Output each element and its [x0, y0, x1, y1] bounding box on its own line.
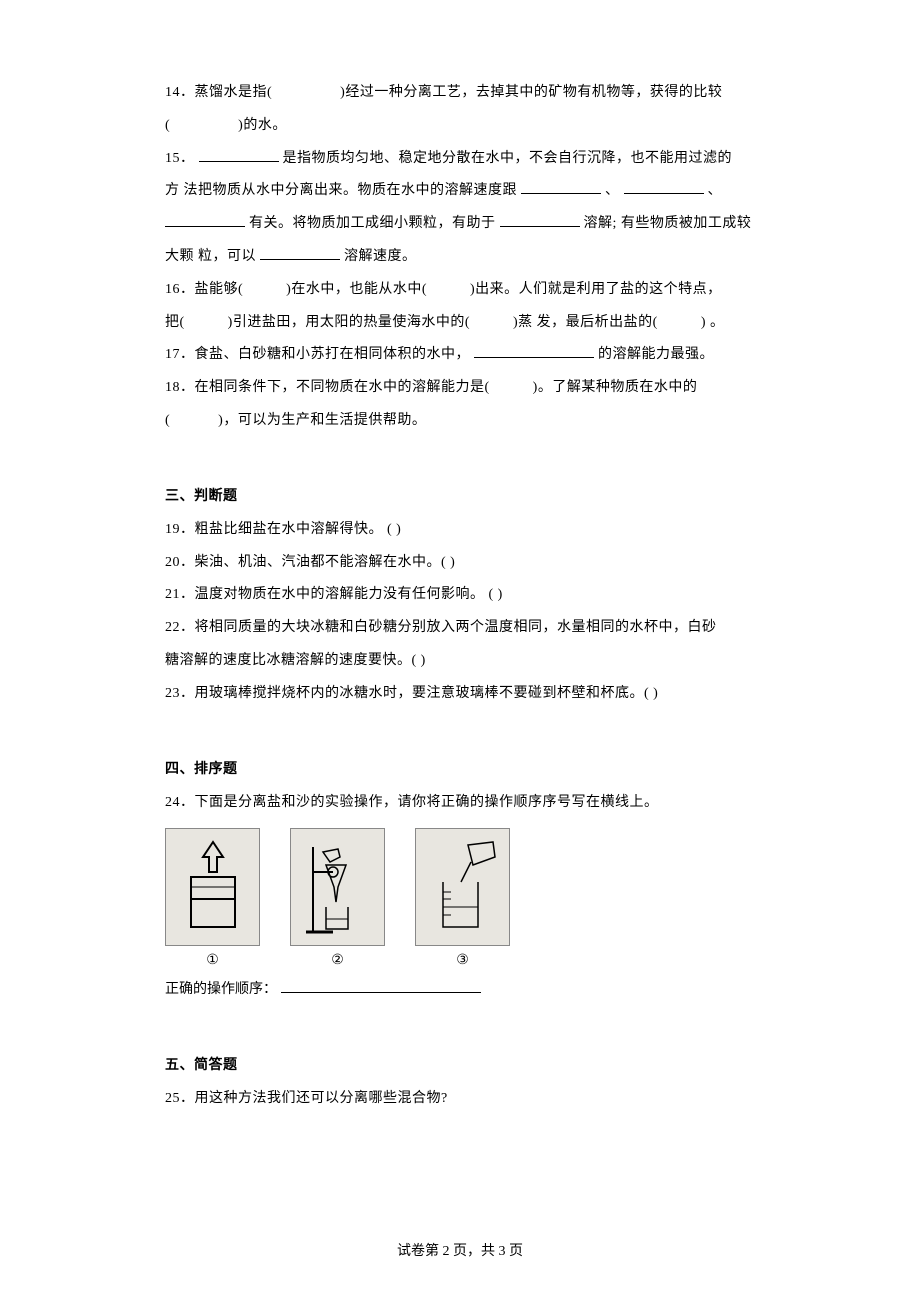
q15-text1: 15． — [165, 151, 195, 166]
q16-text5: )引进盐田，用太阳的热量使海水中的( — [228, 315, 470, 330]
blank-input[interactable] — [281, 992, 481, 993]
question-24: 24．下面是分离盐和沙的实验操作，请你将正确的操作顺序序号写在横线上。 — [165, 788, 770, 819]
q18-text1: 18．在相同条件下，不同物质在水中的溶解能力是( — [165, 380, 490, 395]
pouring-icon — [423, 837, 503, 937]
q17-text1: 17．食盐、白砂糖和小苏打在相同体积的水中， — [165, 347, 470, 362]
question-15-line2: 方 法把物质从水中分离出来。物质在水中的溶解速度跟 、 、 — [165, 176, 770, 207]
q15-text5: 、 — [708, 183, 723, 198]
q16-text2: )在水中，也能从水中( — [286, 282, 427, 297]
diagram-3: ③ — [415, 828, 510, 969]
q18-text2: )。了解某种物质在水中的 — [533, 380, 698, 395]
blank-input[interactable] — [474, 357, 594, 358]
blank-input[interactable] — [165, 226, 245, 227]
blank-input[interactable] — [260, 259, 340, 260]
q15-text6: 有关。将物质加工成细小颗粒，有助于 — [249, 216, 496, 231]
answer-order-line: 正确的操作顺序： — [165, 975, 770, 1006]
section-4-header: 四、排序题 — [165, 758, 770, 778]
question-14-line1: 14．蒸馏水是指( )经过一种分离工艺，去掉其中的矿物有机物等，获得的比较 — [165, 78, 770, 109]
blank-input[interactable] — [624, 193, 704, 194]
q15-text7: 溶解; 有些物质被加工成较 — [584, 216, 752, 231]
diagram-row: ① ② — [165, 828, 770, 969]
question-15-line1: 15． 是指物质均匀地、稳定地分散在水中，不会自行沉降，也不能用过滤的 — [165, 144, 770, 175]
q15-text4: 、 — [605, 183, 620, 198]
question-22-line2: 糖溶解的速度比冰糖溶解的速度要快。( ) — [165, 646, 770, 677]
diagram-2-label: ② — [331, 952, 344, 969]
diagram-3-label: ③ — [456, 952, 469, 969]
question-18-line2: ( )，可以为生产和生活提供帮助。 — [165, 406, 770, 437]
q18-text3: ( — [165, 413, 170, 428]
blank-input[interactable] — [521, 193, 601, 194]
q14-text1: 14．蒸馏水是指( — [165, 85, 272, 100]
q14-text3: ( — [165, 118, 170, 133]
q16-text6: )蒸 发，最后析出盐的( — [513, 315, 658, 330]
question-16-line1: 16．盐能够( )在水中，也能从水中( )出来。人们就是利用了盐的这个特点， — [165, 275, 770, 306]
question-22-line1: 22．将相同质量的大块冰糖和白砂糖分别放入两个温度相同，水量相同的水杯中，白砂 — [165, 613, 770, 644]
q18-text4: )，可以为生产和生活提供帮助。 — [218, 413, 426, 428]
q15-text8: 大颗 粒，可以 — [165, 249, 256, 264]
question-20: 20．柴油、机油、汽油都不能溶解在水中。( ) — [165, 548, 770, 579]
diagram-2-image — [290, 828, 385, 946]
diagram-1-label: ① — [206, 952, 219, 969]
diagram-1: ① — [165, 828, 260, 969]
q14-text4: )的水。 — [238, 118, 287, 133]
question-23: 23．用玻璃棒搅拌烧杯内的冰糖水时，要注意玻璃棒不要碰到杯壁和杯底。( ) — [165, 679, 770, 710]
question-25: 25．用这种方法我们还可以分离哪些混合物? — [165, 1084, 770, 1115]
blank-input[interactable] — [500, 226, 580, 227]
question-18-line1: 18．在相同条件下，不同物质在水中的溶解能力是( )。了解某种物质在水中的 — [165, 373, 770, 404]
section-5-header: 五、简答题 — [165, 1054, 770, 1074]
diagram-1-image — [165, 828, 260, 946]
q16-text1: 16．盐能够( — [165, 282, 243, 297]
q16-text3: )出来。人们就是利用了盐的这个特点， — [470, 282, 722, 297]
page-footer: 试卷第 2 页，共 3 页 — [0, 1240, 920, 1260]
evaporation-icon — [173, 837, 253, 937]
question-15-line3: 有关。将物质加工成细小颗粒，有助于 溶解; 有些物质被加工成较 — [165, 209, 770, 240]
q16-text4: 把( — [165, 315, 185, 330]
section-3-header: 三、判断题 — [165, 485, 770, 505]
question-16-line2: 把( )引进盐田，用太阳的热量使海水中的( )蒸 发，最后析出盐的( ) 。 — [165, 308, 770, 339]
question-15-line4: 大颗 粒，可以 溶解速度。 — [165, 242, 770, 273]
question-14-line2: ( )的水。 — [165, 111, 770, 142]
q17-text2: 的溶解能力最强。 — [598, 347, 714, 362]
question-19: 19．粗盐比细盐在水中溶解得快。 ( ) — [165, 515, 770, 546]
document-content: 14．蒸馏水是指( )经过一种分离工艺，去掉其中的矿物有机物等，获得的比较 ( … — [0, 0, 920, 1115]
q14-text2: )经过一种分离工艺，去掉其中的矿物有机物等，获得的比较 — [340, 85, 722, 100]
diagram-3-image — [415, 828, 510, 946]
answer-label: 正确的操作顺序： — [165, 982, 277, 997]
q15-text2: 是指物质均匀地、稳定地分散在水中，不会自行沉降，也不能用过滤的 — [283, 151, 733, 166]
question-21: 21．温度对物质在水中的溶解能力没有任何影响。 ( ) — [165, 580, 770, 611]
q15-text9: 溶解速度。 — [344, 249, 417, 264]
question-17: 17．食盐、白砂糖和小苏打在相同体积的水中， 的溶解能力最强。 — [165, 340, 770, 371]
q15-text3: 方 法把物质从水中分离出来。物质在水中的溶解速度跟 — [165, 183, 517, 198]
filter-icon — [298, 837, 378, 937]
blank-input[interactable] — [199, 161, 279, 162]
q16-text7: ) 。 — [701, 315, 725, 330]
diagram-2: ② — [290, 828, 385, 969]
